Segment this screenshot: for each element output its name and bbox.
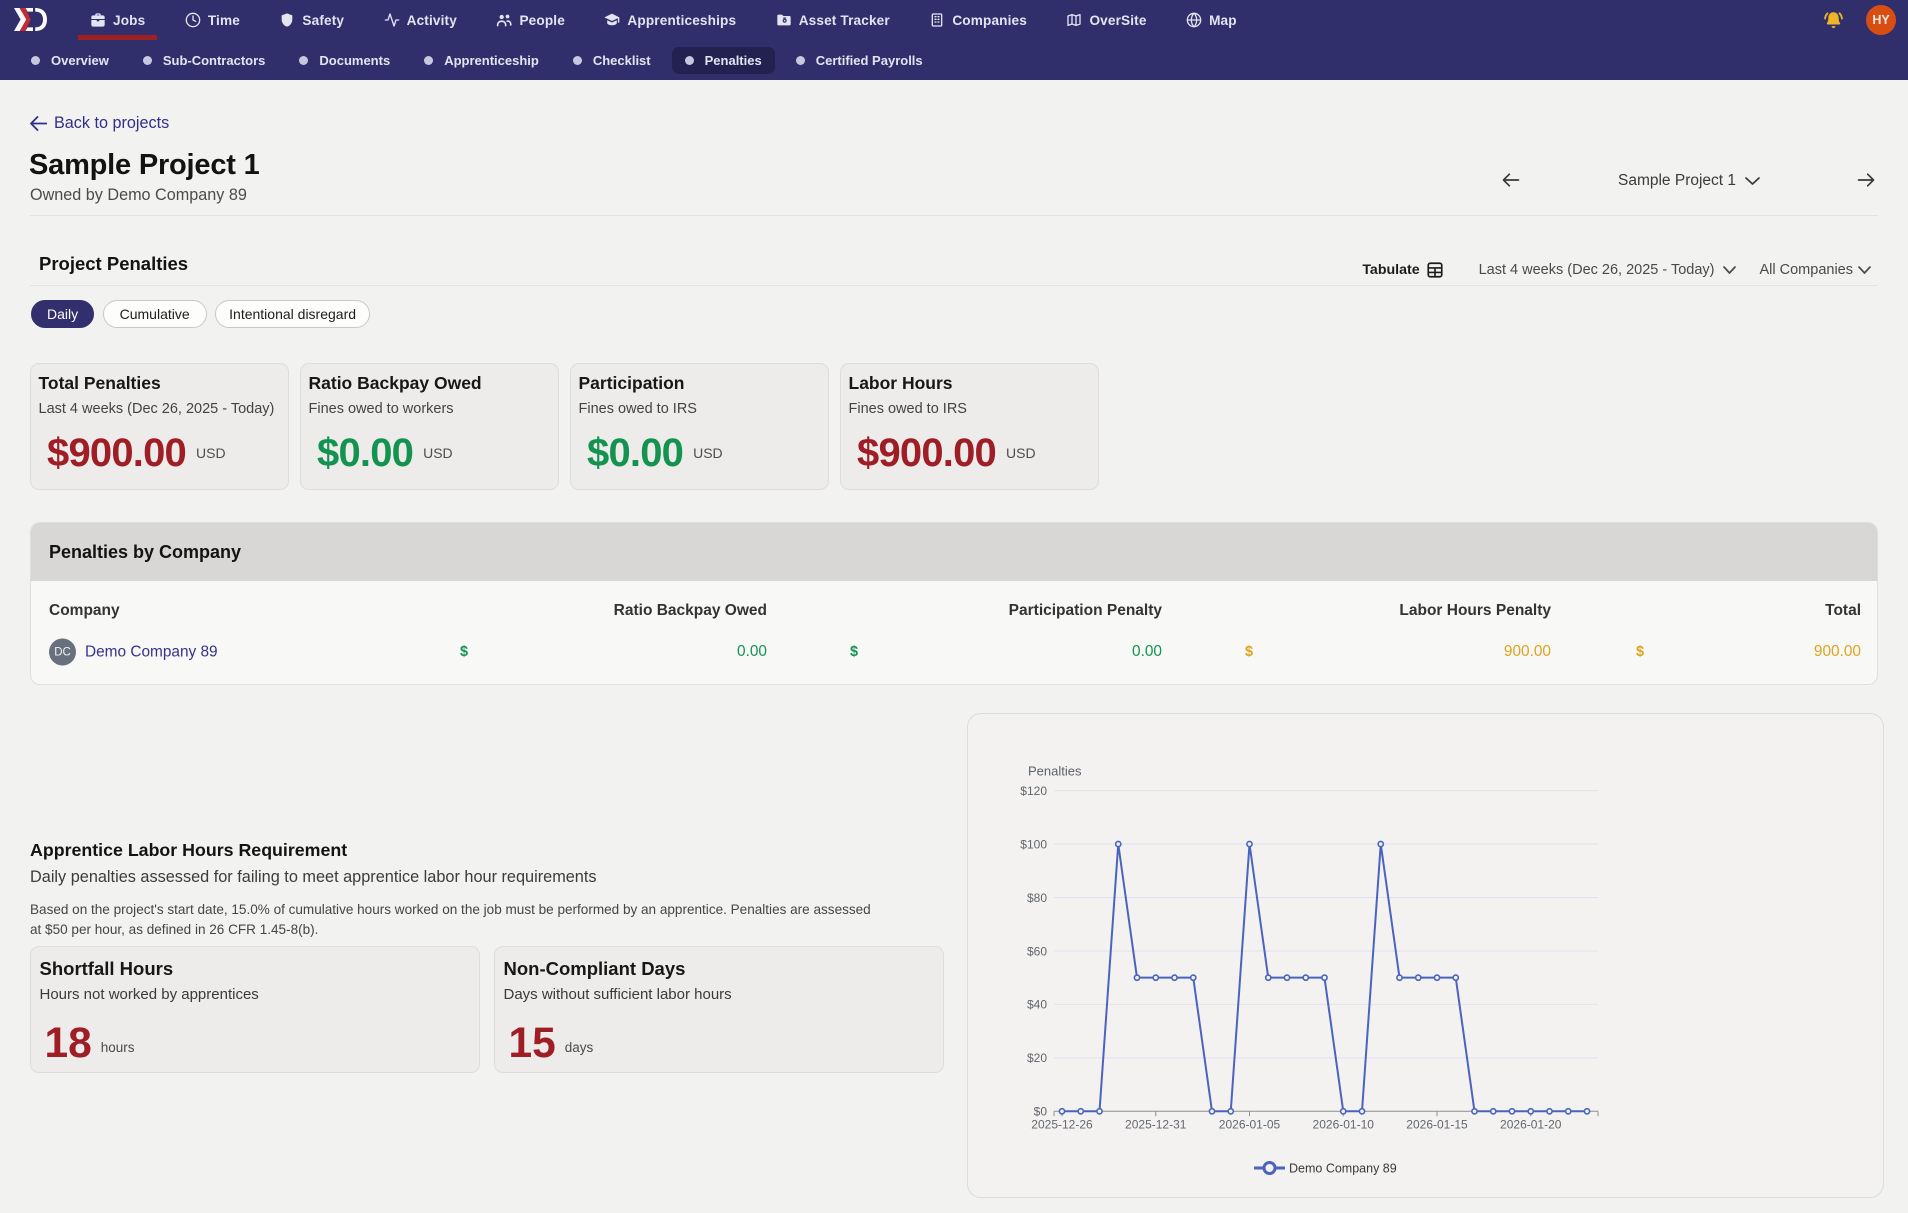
svg-text:$80: $80 [1027,891,1047,905]
svg-text:2025-12-26: 2025-12-26 [1031,1118,1093,1132]
svg-text:2026-01-15: 2026-01-15 [1406,1118,1468,1132]
svg-text:2026-01-10: 2026-01-10 [1313,1118,1375,1132]
svg-text:$120: $120 [1020,784,1047,798]
svg-text:$40: $40 [1027,998,1047,1012]
svg-text:2025-12-31: 2025-12-31 [1125,1118,1187,1132]
svg-text:2026-01-05: 2026-01-05 [1219,1118,1281,1132]
svg-text:$60: $60 [1027,944,1047,958]
svg-text:Penalties: Penalties [1028,764,1082,779]
svg-text:Demo Company 89: Demo Company 89 [1289,1162,1397,1176]
svg-text:$20: $20 [1027,1051,1047,1065]
svg-text:$0: $0 [1034,1105,1048,1119]
svg-text:2026-01-20: 2026-01-20 [1500,1118,1562,1132]
svg-text:$100: $100 [1020,837,1047,851]
